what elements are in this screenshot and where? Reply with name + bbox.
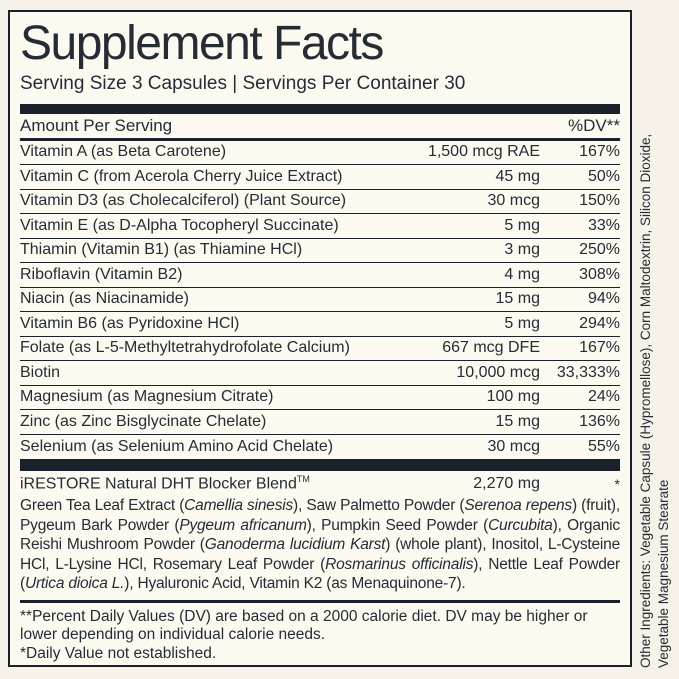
nutrient-name: Zinc (as Zinc Bisglycinate Chelate) (20, 412, 267, 430)
nutrient-dv: 24% (587, 388, 620, 406)
table-row: Selenium (as Selenium Amino Acid Chelate… (20, 435, 620, 460)
nutrient-amount: 667 mcg DFE (442, 339, 540, 357)
supplement-facts-panel: Supplement Facts Serving Size 3 Capsules… (8, 10, 632, 667)
footnote-divider-rule (20, 599, 620, 603)
nutrient-name: Magnesium (as Magnesium Citrate) (20, 388, 274, 406)
blend-name: iRESTORE Natural DHT Blocker BlendTM (20, 473, 310, 493)
table-header-row: Amount Per Serving %DV** (20, 114, 620, 141)
thick-divider-bar-top (20, 104, 620, 114)
nutrient-name: Vitamin C (from Acerola Cherry Juice Ext… (20, 167, 343, 185)
nutrient-name: Vitamin D3 (as Cholecalciferol) (Plant S… (20, 192, 347, 210)
nutrient-name: Thiamin (Vitamin B1) (as Thiamine HCl) (20, 241, 303, 259)
table-row: Vitamin A (as Beta Carotene) 1,500 mcg RA… (20, 141, 620, 165)
nutrient-dv: 167% (579, 339, 620, 357)
nutrient-dv: 167% (579, 143, 620, 161)
table-row: Vitamin D3 (as Cholecalciferol) (Plant S… (20, 190, 620, 214)
table-row: Zinc (as Zinc Bisglycinate Chelate) 15 mg… (20, 410, 620, 435)
daily-value-footnote: *Daily Value not established. (20, 644, 217, 662)
nutrient-amount: 1,500 mcg RAE (427, 143, 540, 161)
nutrient-amount: 45 mg (495, 167, 540, 185)
nutrient-dv: 33,333% (556, 363, 620, 381)
nutrient-dv: 294% (579, 314, 620, 332)
amount-per-serving-header: Amount Per Serving (20, 115, 173, 135)
nutrient-name: Vitamin E (as D-Alpha Tocopheryl Succina… (20, 216, 339, 234)
nutrient-name: Selenium (as Selenium Amino Acid Chelate… (20, 437, 334, 455)
table-row: Vitamin B6 (as Pyridoxine HCl) 5 mg 294% (20, 312, 620, 337)
nutrient-amount: 100 mg (486, 388, 540, 406)
table-row: Vitamin C (from Acerola Cherry Juice Ext… (20, 165, 620, 190)
nutrient-dv: 136% (579, 412, 620, 430)
nutrient-name: Vitamin B6 (as Pyridoxine HCl) (20, 314, 240, 332)
nutrient-name: Biotin (20, 363, 61, 381)
other-ingredients-vertical-text: Other Ingredients: Vegetable Capsule (Hy… (637, 13, 672, 668)
nutrient-dv: 55% (587, 437, 620, 455)
nutrient-amount: 10,000 mcg (456, 363, 540, 381)
table-row: Niacin (as Niacinamide) 15 mg 94% (20, 288, 620, 312)
blend-description: Green Tea Leaf Extract (Camellia sinesis… (20, 497, 621, 592)
nutrient-amount: 15 mg (495, 290, 540, 308)
nutrient-name: Riboflavin (Vitamin B2) (20, 265, 183, 283)
other-ingredients-line-2: Vegetable Magnesium Stearate (655, 479, 671, 668)
other-ingredients-line-1: Other Ingredients: Vegetable Capsule (Hy… (638, 133, 653, 668)
thick-divider-bar-bottom (20, 459, 620, 471)
table-row: Riboflavin (Vitamin B2) 4 mg 308% (20, 263, 620, 288)
nutrient-name: Vitamin A (as Beta Carotene) (20, 143, 227, 161)
percent-dv-footnote: **Percent Daily Values (DV) are based on… (20, 607, 588, 644)
footnotes: **Percent Daily Values (DV) are based on… (20, 608, 620, 664)
nutrient-dv: 150% (579, 192, 620, 210)
nutrient-amount: 30 mcg (487, 192, 540, 210)
nutrient-name: Folate (as L-5-Methyltetrahydrofolate Ca… (20, 339, 350, 357)
nutrient-amount: 3 mg (504, 241, 540, 259)
serving-size-line: Serving Size 3 Capsules | Servings Per C… (20, 73, 466, 94)
table-row: Biotin 10,000 mcg 33,333% (20, 361, 620, 386)
nutrient-dv: 250% (579, 241, 620, 259)
trademark-superscript: TM (296, 473, 310, 484)
nutrient-dv: 50% (587, 167, 620, 185)
table-row: Folate (as L-5-Methyltetrahydrofolate Ca… (20, 337, 620, 361)
nutrient-dv: 308% (579, 265, 620, 283)
nutrient-name: Niacin (as Niacinamide) (20, 290, 189, 308)
blend-row: iRESTORE Natural DHT Blocker BlendTM 2,2… (20, 471, 620, 496)
nutrient-amount: 15 mg (495, 412, 540, 430)
nutrient-amount: 5 mg (504, 314, 540, 332)
nutrient-amount: 4 mg (504, 265, 540, 283)
percent-dv-header: %DV** (568, 115, 620, 135)
nutrient-dv: 94% (587, 290, 620, 308)
blend-amount: 2,270 mg (473, 474, 540, 492)
table-row: Vitamin E (as D-Alpha Tocopheryl Succina… (20, 214, 620, 239)
nutrient-dv: 33% (587, 216, 620, 234)
nutrient-amount: 30 mcg (487, 437, 540, 455)
table-row: Magnesium (as Magnesium Citrate) 100 mg 24… (20, 386, 620, 410)
nutrient-rows: Vitamin A (as Beta Carotene) 1,500 mcg RA… (20, 141, 620, 460)
panel-title: Supplement Facts (20, 17, 384, 70)
nutrient-amount: 5 mg (504, 216, 540, 234)
table-row: Thiamin (Vitamin B1) (as Thiamine HCl) 3 … (20, 239, 620, 263)
blend-dv-asterisk: * (614, 475, 620, 492)
